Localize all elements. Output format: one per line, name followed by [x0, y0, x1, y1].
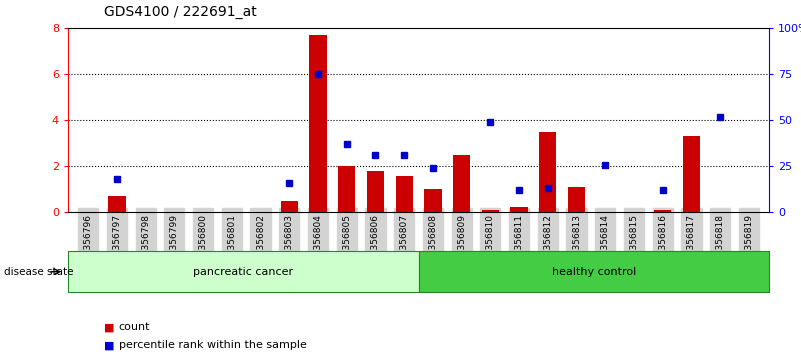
Bar	[338, 166, 356, 212]
Bar	[280, 201, 298, 212]
Bar	[453, 155, 470, 212]
Text: healthy control: healthy control	[552, 267, 636, 277]
Text: GDS4100 / 222691_at: GDS4100 / 222691_at	[104, 5, 257, 19]
Bar	[510, 207, 528, 212]
Bar	[108, 196, 126, 212]
Text: percentile rank within the sample: percentile rank within the sample	[119, 340, 307, 350]
Bar	[396, 176, 413, 212]
Bar	[682, 137, 700, 212]
Bar	[481, 210, 499, 212]
Bar	[367, 171, 384, 212]
Text: ■: ■	[104, 322, 115, 332]
Text: count: count	[119, 322, 150, 332]
Text: disease state: disease state	[4, 267, 74, 277]
Bar	[568, 187, 585, 212]
Bar	[425, 189, 441, 212]
Bar	[309, 35, 327, 212]
Bar	[654, 210, 671, 212]
Text: ■: ■	[104, 340, 115, 350]
Bar	[539, 132, 557, 212]
Text: pancreatic cancer: pancreatic cancer	[193, 267, 293, 277]
